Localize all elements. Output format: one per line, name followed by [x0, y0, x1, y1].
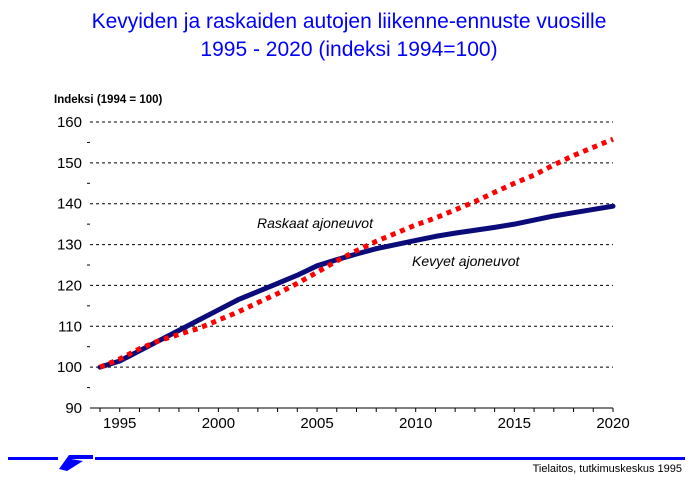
y-tick-label-160: 160	[57, 114, 82, 131]
y-tick-label-150: 150	[57, 155, 82, 172]
tick-labels: 90 100 110 120 130 140 150 160 1995 2000 2005 2010 2…	[57, 114, 630, 432]
y-tick-label-90: 90	[65, 400, 82, 417]
footer-rule-left	[8, 457, 58, 460]
series-label-kevyet: Kevyet ajoneuvot	[412, 253, 521, 269]
x-tick-label-2020: 2020	[596, 415, 629, 432]
tielaitos-logo-icon	[59, 455, 93, 471]
y-axis-label: Indeksi (1994 = 100)	[54, 94, 163, 106]
x-tick-label-2000: 2000	[202, 415, 235, 432]
x-tick-label-2005: 2005	[300, 415, 333, 432]
series-line-raskaat	[99, 136, 614, 370]
y-tick-label-110: 110	[58, 318, 82, 335]
footer-rule-right	[95, 457, 685, 460]
x-tick-label-2015: 2015	[498, 415, 531, 432]
chart-title-line-2: 1995 - 2020 (indeksi 1994=100)	[200, 38, 498, 61]
series-line-kevyet	[97, 203, 616, 370]
series-label-raskaat: Raskaat ajoneuvot	[257, 215, 374, 231]
x-tick-label-2010: 2010	[399, 415, 432, 432]
gridlines	[90, 121, 613, 368]
axes	[87, 141, 614, 412]
series-lines	[97, 136, 616, 370]
y-tick-label-130: 130	[57, 237, 82, 254]
x-tick-label-1995: 1995	[103, 415, 136, 432]
credit-text: Tielaitos, tutkimuskeskus 1995	[532, 463, 682, 475]
chart-title: Kevyiden ja raskaiden autojen liikenne-e…	[0, 8, 698, 64]
chart-title-line-1: Kevyiden ja raskaiden autojen liikenne-e…	[91, 10, 607, 33]
y-tick-label-100: 100	[57, 359, 82, 376]
y-tick-label-140: 140	[57, 196, 82, 213]
y-tick-label-120: 120	[57, 277, 82, 294]
